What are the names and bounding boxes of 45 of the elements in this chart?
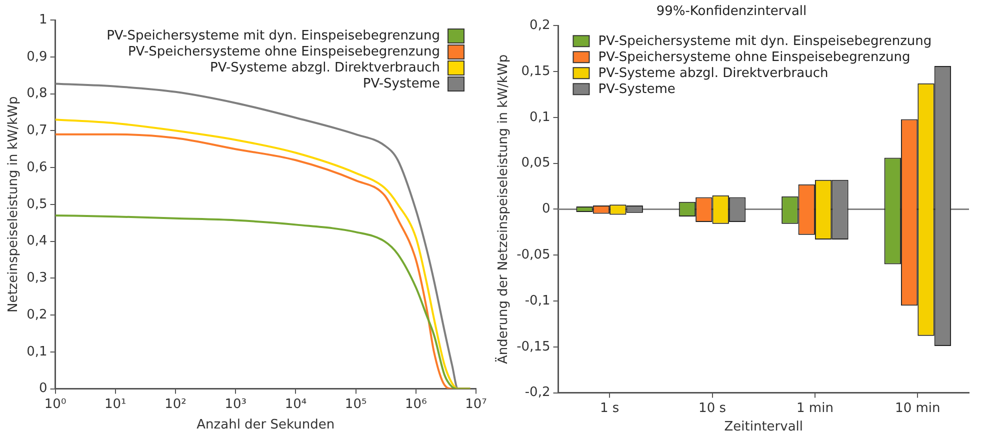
y-tick-label: 0,1 [530,110,550,125]
y-tick-label: -0,2 [524,385,550,400]
x-tick-label: 10⁵ [344,396,367,412]
y-tick-label: 0,7 [26,123,48,138]
x-tick-label: 10⁷ [465,396,487,412]
y-tick-label: 0,2 [530,18,550,33]
x-tick-label: 10⁴ [284,396,307,412]
x-axis-title: Anzahl der Sekunden [196,418,335,433]
x-tick-label: 1 min [796,400,834,416]
x-tick-label: 10³ [224,396,246,412]
y-tick-label: 0,8 [26,86,48,102]
legend-label: PV-Systeme abzgl. Direktverbrauch [210,60,440,76]
legend-label: PV-Systeme [362,76,440,92]
y-tick-label: 0,1 [26,344,48,360]
x-axis-title: Zeitintervall [724,420,804,435]
legend-label: PV-Speichersysteme mit dyn. Einspeisebegrenzung [598,34,932,49]
y-tick-label: 0,05 [521,156,550,171]
y-tick-label: 0,9 [26,49,48,64]
y-axis-title: Änderung der Netzeinspeiseleistung in kW/kWp [495,54,512,364]
legend-label: PV-Speichersysteme mit dyn. Einspeisebegrenzung [106,28,440,44]
y-tick-label: -0,15 [516,339,550,354]
x-tick-label: 10² [164,396,186,412]
x-tick-label: 10 min [895,400,940,416]
x-tick-label: 1 s [600,400,620,416]
legend-label: PV-Systeme [598,82,676,97]
y-tick-label: 0,4 [26,234,48,249]
legend-label: PV-Speichersysteme ohne Einspeisebegrenzung [598,50,910,65]
y-axis-title: Netzeinspeiseleistung in kW/kWp [6,96,22,313]
y-tick-label: 0,15 [521,64,550,79]
x-tick-label: 10¹ [104,396,126,412]
chart-title: 99%-Konfidenzintervall [656,4,807,20]
y-tick-label: 1 [38,12,48,28]
y-tick-label: 0,5 [26,196,48,212]
legend-label: PV-Speichersysteme ohne Einspeisebegrenzung [128,44,440,60]
y-tick-label: 0,2 [26,307,48,322]
x-tick-label: 10 s [698,400,726,416]
x-tick-label: 10⁰ [44,396,66,412]
y-tick-label: 0 [38,381,48,396]
y-tick-label: -0,05 [516,247,550,262]
y-tick-label: 0 [542,202,550,217]
y-tick-label: 0,3 [26,270,48,286]
y-tick-label: -0,1 [524,293,550,308]
y-tick-label: 0,6 [26,160,48,175]
legend-label: PV-Systeme abzgl. Direktverbrauch [598,66,828,81]
x-tick-label: 10⁶ [405,396,427,412]
